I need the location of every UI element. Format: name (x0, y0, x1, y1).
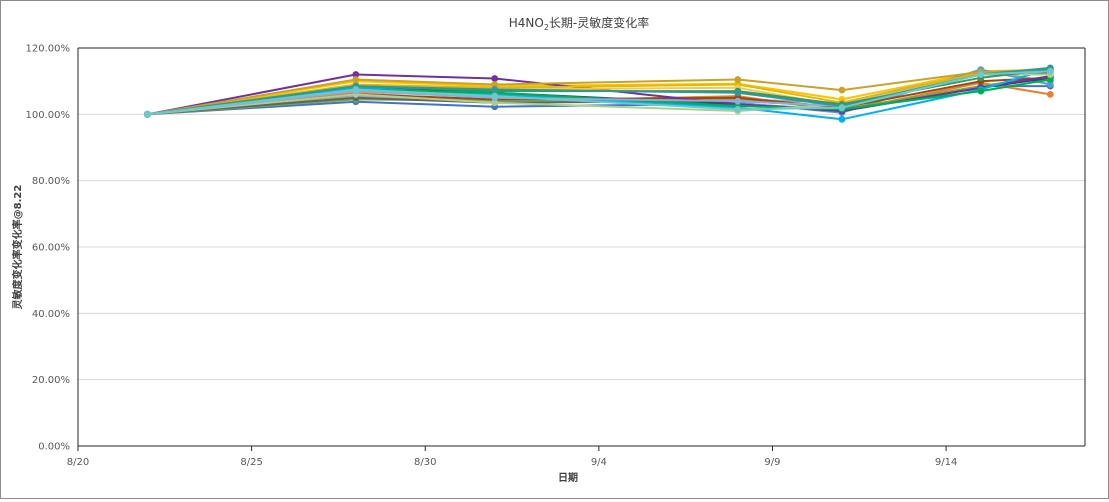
data-point (491, 99, 499, 107)
x-tick-label: 9/4 (591, 457, 607, 468)
data-point (838, 86, 846, 94)
data-point (838, 104, 846, 112)
chart-title: H4NO2长期-灵敏度变化率 (509, 15, 650, 32)
y-tick-label: 100.00% (26, 110, 71, 121)
data-point (734, 97, 742, 105)
y-tick-label: 40.00% (32, 309, 70, 320)
series-layer (144, 64, 1054, 123)
y-tick-label: 20.00% (32, 375, 70, 386)
axes: 0.00% 20.00% 40.00% 60.00% 80.00% 100.00% 120.… (26, 44, 1086, 468)
data-point (144, 110, 151, 118)
y-tick-label: 60.00% (32, 243, 70, 254)
data-point (838, 115, 846, 123)
y-tick-label: 0.00% (38, 442, 70, 453)
y-tick-label: 120.00% (26, 44, 71, 55)
x-tick-label: 8/20 (67, 457, 89, 468)
x-axis-title: 日期 (558, 471, 578, 484)
series-line-16 (147, 69, 1051, 116)
y-axis-title: 灵敏度变化率变化率@8.22 (11, 185, 24, 310)
data-point (977, 87, 985, 95)
x-tick-label: 9/14 (935, 457, 957, 468)
data-point (1046, 67, 1054, 75)
data-point (352, 76, 360, 83)
data-point (1046, 91, 1054, 98)
data-point (977, 71, 985, 78)
data-point (1046, 76, 1054, 83)
data-point (491, 86, 499, 93)
data-point (491, 81, 499, 88)
data-point (491, 92, 499, 100)
data-point (352, 71, 360, 78)
x-tick-label: 9/9 (764, 457, 780, 468)
x-tick-label: 8/30 (414, 457, 436, 468)
data-point (734, 76, 742, 83)
data-point (1046, 81, 1054, 88)
data-point (491, 75, 499, 82)
x-tick-label: 8/25 (240, 457, 262, 468)
data-point (734, 106, 742, 113)
y-tick-label: 80.00% (32, 176, 70, 187)
data-point (352, 86, 360, 93)
data-point (734, 89, 742, 97)
